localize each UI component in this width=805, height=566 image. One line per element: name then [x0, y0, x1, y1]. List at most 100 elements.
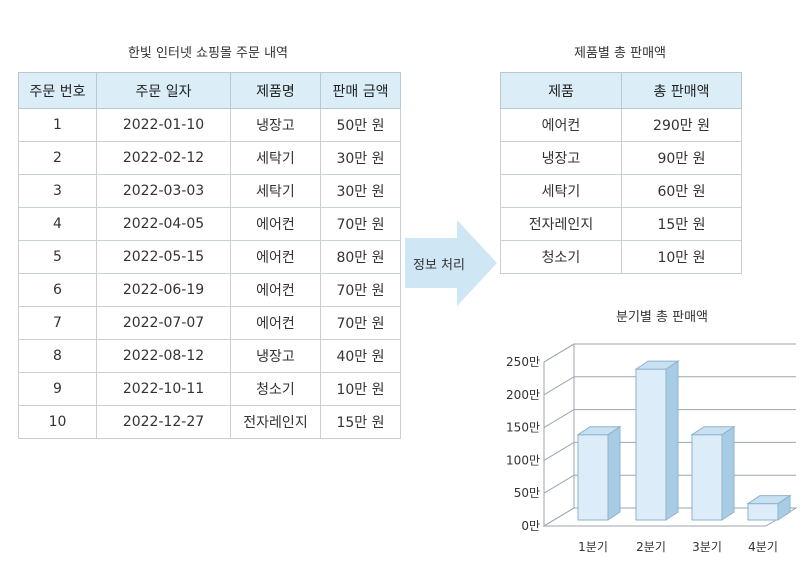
- orders-table-cell: 50만 원: [320, 108, 401, 142]
- x-tick-label: 1분기: [578, 540, 608, 554]
- orders-table-header-cell: 판매 금액: [320, 72, 401, 109]
- product-table: 제품 총 판매액 에어컨 290만 원 냉장고 90만 원 세탁기 60만 원 전자레인지 15…: [500, 72, 742, 274]
- product-table-header-cell: 제품: [500, 72, 622, 109]
- bar-top: [690, 426, 736, 436]
- bar-top: [634, 360, 680, 370]
- quarterly-sales-chart: 분기별 총 판매액 0만 50만 100만 150만 200만 250만 1분기 2분기 3분기…: [506, 310, 798, 554]
- orders-table-row: 7 2022-07-07 에어컨 70만 원: [18, 306, 401, 340]
- orders-table-cell: 청소기: [230, 372, 321, 406]
- orders-table-cell: 2022-03-03: [96, 174, 231, 208]
- bar-front: [635, 368, 667, 521]
- bar: [690, 425, 736, 521]
- chart-title: 분기별 총 판매액: [616, 310, 708, 325]
- gridline-side: [543, 441, 575, 461]
- x-tick-label: 3분기: [692, 540, 722, 554]
- orders-table-cell: 냉장고: [230, 339, 321, 373]
- orders-table-cell: 에어컨: [230, 240, 321, 274]
- orders-table-cell: 에어컨: [230, 273, 321, 307]
- orders-table-cell: 80만 원: [320, 240, 401, 274]
- orders-table-cell: 8: [18, 339, 97, 373]
- product-table-cell: 290만 원: [621, 108, 742, 142]
- orders-table-cell: 3: [18, 174, 97, 208]
- x-tick-label: 2분기: [636, 540, 666, 554]
- orders-table-row: 8 2022-08-12 냉장고 40만 원: [18, 339, 401, 373]
- orders-header-row: 주문 번호 주문 일자 제품명 판매 금액: [18, 72, 401, 109]
- product-table-header-cell: 총 판매액: [621, 72, 742, 109]
- bar-side: [721, 425, 735, 521]
- bar-side: [607, 425, 621, 521]
- orders-table-cell: 2022-02-12: [96, 141, 231, 175]
- product-table-cell: 청소기: [500, 240, 622, 274]
- orders-table-cell: 70만 원: [320, 273, 401, 307]
- orders-table-cell: 2: [18, 141, 97, 175]
- bar-side: [665, 360, 679, 521]
- orders-table-cell: 냉장고: [230, 108, 321, 142]
- orders-table-row: 3 2022-03-03 세탁기 30만 원: [18, 174, 401, 208]
- orders-table-cell: 2022-01-10: [96, 108, 231, 142]
- process-arrow: 정보 처리: [405, 220, 505, 306]
- orders-table-cell: 1: [18, 108, 97, 142]
- chart-grid: [542, 343, 798, 527]
- orders-table-cell: 2022-07-07: [96, 306, 231, 340]
- orders-table-row: 4 2022-04-05 에어컨 70만 원: [18, 207, 401, 241]
- product-table-caption: 제품별 총 판매액: [574, 46, 666, 61]
- orders-table-header-cell: 제품명: [230, 72, 321, 109]
- bar: [634, 360, 680, 521]
- orders-table-cell: 30만 원: [320, 174, 401, 208]
- product-table-cell: 세탁기: [500, 174, 622, 208]
- orders-table-cell: 5: [18, 240, 97, 274]
- orders-table-cell: 30만 원: [320, 141, 401, 175]
- orders-table-cell: 10: [18, 405, 97, 439]
- x-tick-label: 4분기: [748, 540, 778, 554]
- orders-table-header-cell: 주문 번호: [18, 72, 97, 109]
- orders-table-cell: 4: [18, 207, 97, 241]
- product-table-cell: 전자레인지: [500, 207, 622, 241]
- chart-left-wall: [543, 343, 575, 527]
- orders-table-cell: 에어컨: [230, 306, 321, 340]
- y-tick-label: 150만: [506, 421, 540, 435]
- orders-table-header-cell: 주문 일자: [96, 72, 231, 109]
- gridline-side: [543, 409, 575, 429]
- orders-table-cell: 7: [18, 306, 97, 340]
- product-table-row: 세탁기 60만 원: [500, 174, 742, 208]
- orders-table-cell: 에어컨: [230, 207, 321, 241]
- orders-table-row: 5 2022-05-15 에어컨 80만 원: [18, 240, 401, 274]
- product-table-row: 에어컨 290만 원: [500, 108, 742, 142]
- orders-table-cell: 2022-04-05: [96, 207, 231, 241]
- bar: [746, 494, 792, 521]
- orders-table-row: 6 2022-06-19 에어컨 70만 원: [18, 273, 401, 307]
- orders-table-cell: 세탁기: [230, 141, 321, 175]
- bar-front: [747, 503, 779, 521]
- arrow-label: 정보 처리: [413, 258, 465, 273]
- orders-table-row: 9 2022-10-11 청소기 10만 원: [18, 372, 401, 406]
- orders-table-cell: 전자레인지: [230, 405, 321, 439]
- orders-table-row: 10 2022-12-27 전자레인지 15만 원: [18, 405, 401, 439]
- orders-table-cell: 2022-12-27: [96, 405, 231, 439]
- orders-table-cell: 6: [18, 273, 97, 307]
- orders-table-cell: 10만 원: [320, 372, 401, 406]
- orders-table-cell: 세탁기: [230, 174, 321, 208]
- orders-table-row: 1 2022-01-10 냉장고 50만 원: [18, 108, 401, 142]
- bar-front: [691, 434, 723, 521]
- product-table-cell: 에어컨: [500, 108, 622, 142]
- product-table-cell: 냉장고: [500, 141, 622, 175]
- orders-table-cell: 2022-08-12: [96, 339, 231, 373]
- product-table-row: 전자레인지 15만 원: [500, 207, 742, 241]
- gridline-side: [543, 343, 575, 363]
- orders-table-cell: 9: [18, 372, 97, 406]
- y-tick-label: 200만: [506, 388, 540, 402]
- orders-table-cell: 2022-05-15: [96, 240, 231, 274]
- orders-table-row: 2 2022-02-12 세탁기 30만 원: [18, 141, 401, 175]
- y-tick-label: 50만: [514, 486, 540, 500]
- gridline-side: [543, 376, 575, 396]
- product-header-row: 제품 총 판매액: [500, 72, 742, 109]
- bar: [576, 425, 622, 521]
- y-tick-label: 100만: [506, 453, 540, 467]
- bar-top: [746, 495, 792, 505]
- product-table-row: 냉장고 90만 원: [500, 141, 742, 175]
- orders-table-caption: 한빛 인터넷 쇼핑몰 주문 내역: [127, 46, 289, 61]
- y-tick-label: 250만: [506, 355, 540, 369]
- y-tick-label: 0만: [521, 519, 540, 533]
- product-table-cell: 60만 원: [621, 174, 742, 208]
